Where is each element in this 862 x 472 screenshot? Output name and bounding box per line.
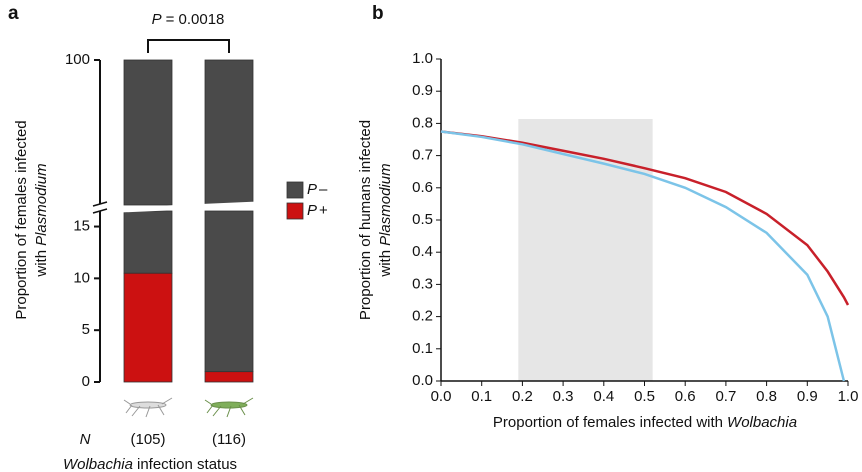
x-axis-label-part: Proportion of females infected with [493, 414, 723, 431]
y-tick-label: 5 [82, 321, 90, 338]
y-tick-label: 0 [82, 373, 90, 390]
n-label: (116) [212, 431, 246, 448]
x-axis-label-part: infection status [137, 456, 237, 472]
line-series [440, 130, 850, 306]
x-axis-label: Wolbachia infection status [63, 456, 237, 472]
bar-segment [123, 59, 173, 206]
y-tick-label: 0.1 [412, 340, 433, 357]
y-tick-label: 0.7 [412, 147, 433, 164]
mosquito-icon [204, 397, 254, 418]
panel-label: a [8, 3, 19, 24]
y-axis-label: with Plasmodium [377, 163, 394, 277]
y-tick-label: 0.0 [412, 372, 433, 389]
panel-label: b [372, 3, 384, 24]
legend-text: + [319, 202, 328, 219]
legend-symbol: P [307, 181, 317, 198]
legend-symbol: P [307, 202, 317, 219]
legend-swatch [286, 181, 304, 199]
y-tick-label: 0.5 [412, 211, 433, 228]
bar-segment [123, 210, 173, 274]
x-tick-label: 0.1 [471, 388, 492, 405]
y-axis-label-part: with [33, 250, 50, 278]
break-mark [92, 208, 108, 214]
x-tick-label: 0.4 [593, 388, 614, 405]
y-tick-label: 0.3 [412, 275, 433, 292]
x-tick-label: 0.5 [634, 388, 655, 405]
y-axis-label: Proportion of humans infected [357, 120, 374, 320]
x-tick-label: 0.0 [431, 388, 452, 405]
y-tick-label: 15 [73, 218, 90, 235]
bar-segment [123, 272, 173, 383]
n-label: (105) [130, 431, 165, 448]
bar-segment [204, 210, 254, 373]
legend-swatch [286, 202, 304, 220]
x-tick-label: 0.6 [675, 388, 696, 405]
y-tick-label: 0.9 [412, 82, 433, 99]
x-axis-label-part: Wolbachia [63, 456, 133, 472]
annotation-part: P [152, 11, 162, 28]
n-symbol: N [80, 431, 91, 448]
y-axis-label-part: with [377, 250, 394, 278]
y-axis-label-part: Plasmodium [377, 163, 394, 246]
y-tick-label: 0.2 [412, 308, 433, 325]
line-series [440, 130, 846, 382]
y-tick-label: 0.8 [412, 114, 433, 131]
y-tick-label: 1.0 [412, 50, 433, 67]
legend-label: P + [307, 202, 328, 219]
y-axis-label: Proportion of females infected [13, 120, 30, 319]
axis-break [91, 201, 109, 213]
x-tick-label: 1.0 [838, 388, 859, 405]
legend-label: P – [307, 181, 328, 198]
break-mark [92, 201, 108, 207]
shaded-region [518, 119, 653, 381]
bar-segment [204, 371, 254, 383]
bar-segment [204, 59, 254, 206]
axis-break [119, 201, 258, 213]
x-axis-label: Proportion of females infected with Wolba… [493, 414, 797, 431]
annotation: P = 0.0018 [152, 11, 225, 28]
y-axis-label-part: Plasmodium [33, 163, 50, 246]
x-tick-label: 0.2 [512, 388, 533, 405]
legend-text: – [319, 181, 328, 198]
y-tick-label: 10 [73, 269, 90, 286]
annotation-part: = 0.0018 [166, 11, 225, 28]
x-tick-label: 0.9 [797, 388, 818, 405]
x-tick-label: 0.7 [715, 388, 736, 405]
y-tick-label: 100 [65, 51, 90, 68]
x-tick-label: 0.8 [756, 388, 777, 405]
mosquito-icon [123, 397, 173, 418]
x-tick-label: 0.3 [553, 388, 574, 405]
significance-bracket [147, 39, 230, 53]
y-axis-label: with Plasmodium [33, 163, 50, 277]
y-tick-label: 0.6 [412, 179, 433, 196]
y-tick-label: 0.4 [412, 243, 433, 260]
x-axis-label-part: Wolbachia [727, 414, 797, 431]
